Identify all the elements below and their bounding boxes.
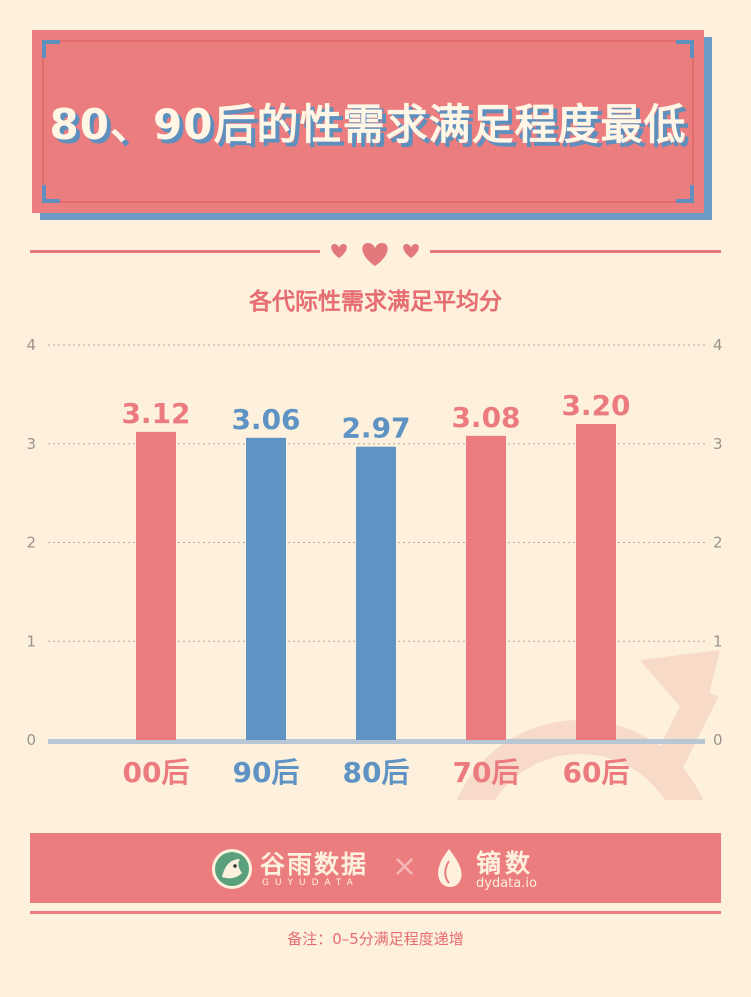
y-tick-label-left: 0 — [26, 731, 36, 749]
y-tick-label-right: 0 — [713, 731, 723, 749]
corner-ornament — [42, 40, 60, 58]
brand-right-cn: 镝数 — [476, 849, 535, 878]
page-title: 80、90后的性需求满足程度最低 — [49, 100, 687, 149]
y-tick-label-left: 1 — [26, 632, 36, 650]
bar — [356, 446, 396, 740]
hearts-ornament — [331, 243, 419, 266]
y-tick-label-right: 3 — [713, 435, 723, 453]
brand-left-en: GUYUDATA — [262, 878, 359, 888]
y-tick-label-left: 4 — [26, 336, 36, 354]
chart-title: 各代际性需求满足平均分 — [249, 289, 502, 315]
y-tick-label-right: 2 — [713, 534, 723, 552]
heart-icon — [362, 243, 388, 266]
dydata-logo-icon — [438, 849, 462, 887]
footnote: 备注：0–5分满足程度递增 — [287, 930, 464, 948]
corner-ornament — [676, 185, 694, 203]
y-tick-label-left: 2 — [26, 534, 36, 552]
brand-left-cn: 谷雨数据 — [260, 850, 369, 879]
bar — [246, 437, 286, 740]
x-axis-baseline — [48, 739, 705, 744]
footer-band: 谷雨数据 GUYUDATA × 镝数 dydata.io — [30, 833, 721, 903]
bar-value-label: 3.08 — [451, 401, 520, 434]
y-tick-label-right: 1 — [713, 632, 723, 650]
corner-ornament — [42, 185, 60, 203]
title-banner — [32, 30, 704, 213]
x-category-label: 70后 — [453, 756, 520, 789]
divider-right — [430, 250, 721, 253]
x-category-label: 90后 — [233, 756, 300, 789]
brand-right-en: dydata.io — [476, 876, 537, 891]
bar-value-label: 2.97 — [341, 412, 410, 445]
x-category-label: 60后 — [563, 756, 630, 789]
x-category-label: 80后 — [343, 756, 410, 789]
footer-divider — [30, 911, 721, 914]
brand-separator: × — [392, 849, 418, 884]
bar — [576, 424, 616, 740]
y-tick-label-left: 3 — [26, 435, 36, 453]
bar — [136, 431, 176, 740]
bar-value-label: 3.06 — [231, 403, 300, 436]
corner-ornament — [676, 40, 694, 58]
y-tick-label-right: 4 — [713, 336, 723, 354]
bar-chart: 0 0 1 1 2 2 3 3 4 4 3.12 00后 3.06 90后 2.97 80后 3.08 70后 3… — [26, 336, 723, 800]
heart-icon — [403, 244, 419, 258]
x-category-label: 00后 — [123, 756, 190, 789]
divider-left — [30, 250, 320, 253]
banner-inner-frame — [42, 40, 694, 203]
bar-value-label: 3.12 — [121, 397, 190, 430]
bar — [466, 435, 506, 740]
bar-value-label: 3.20 — [561, 389, 630, 422]
heart-icon — [331, 244, 347, 258]
guyu-logo-icon — [212, 849, 252, 889]
